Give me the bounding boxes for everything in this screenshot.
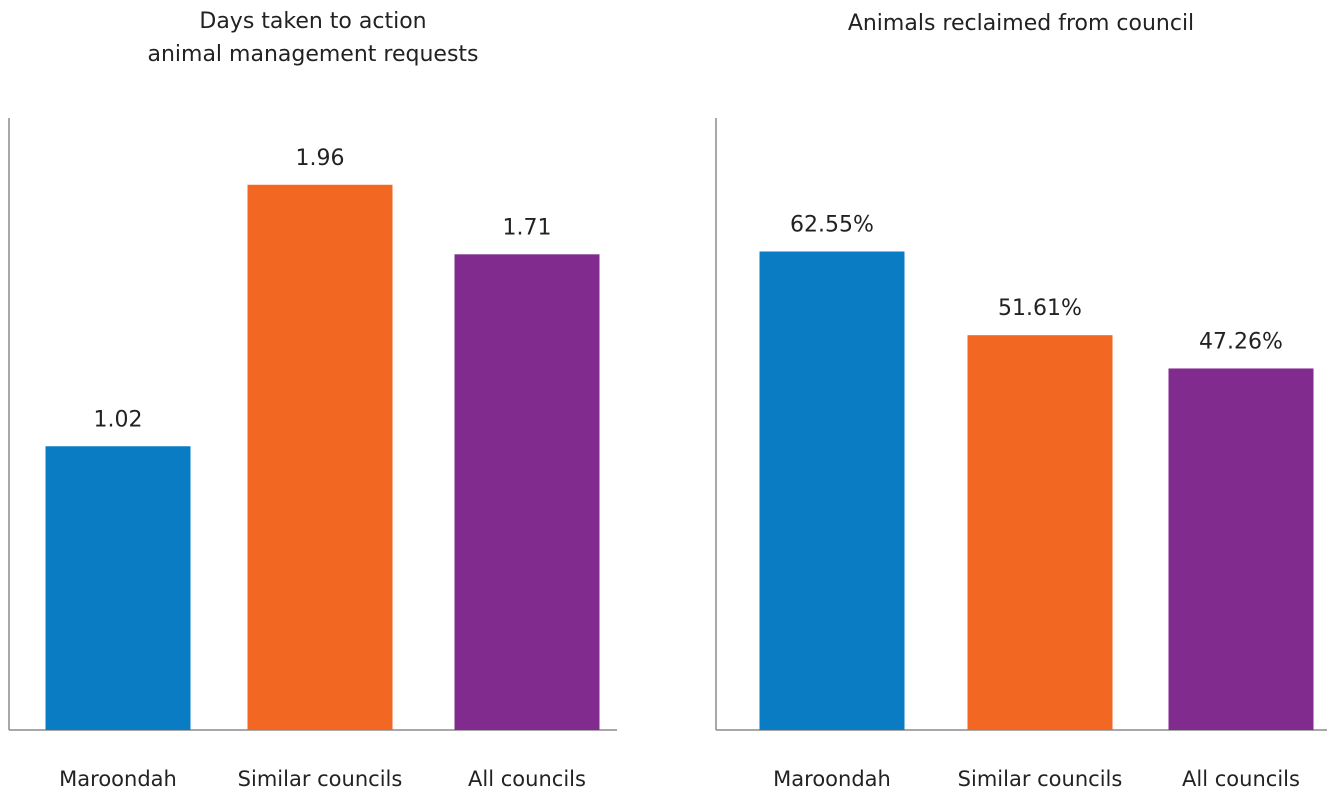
chart-days-to-action: Days taken to action animal management re… [8,9,617,791]
category-label-days-all-councils: All councils [468,767,586,791]
category-label-reclaimed-similar-councils: Similar councils [958,767,1123,791]
value-label-days-similar-councils: 1.96 [296,146,345,171]
chart-title-reclaimed: Animals reclaimed from council [848,11,1194,36]
category-label-days-similar-councils: Similar councils [238,767,403,791]
category-label-reclaimed-maroondah: Maroondah [773,767,891,791]
bar-reclaimed-all-councils [1168,368,1314,730]
value-label-days-all-councils: 1.71 [503,215,552,240]
value-label-reclaimed-similar-councils: 51.61% [998,296,1082,321]
chart-animals-reclaimed: Animals reclaimed from council 62.55% Maro… [715,11,1327,791]
value-label-reclaimed-all-councils: 47.26% [1199,329,1283,354]
value-label-reclaimed-maroondah: 62.55% [790,212,874,237]
category-label-reclaimed-all-councils: All councils [1182,767,1300,791]
value-label-days-maroondah: 1.02 [94,407,143,432]
bar-reclaimed-maroondah [759,251,905,730]
bar-reclaimed-similar-councils [967,335,1113,730]
bar-days-similar-councils [247,184,393,730]
bar-days-maroondah [45,446,191,730]
bar-days-all-councils [454,254,600,731]
chart-title-days: Days taken to action animal management re… [147,9,478,67]
category-label-days-maroondah: Maroondah [59,767,177,791]
